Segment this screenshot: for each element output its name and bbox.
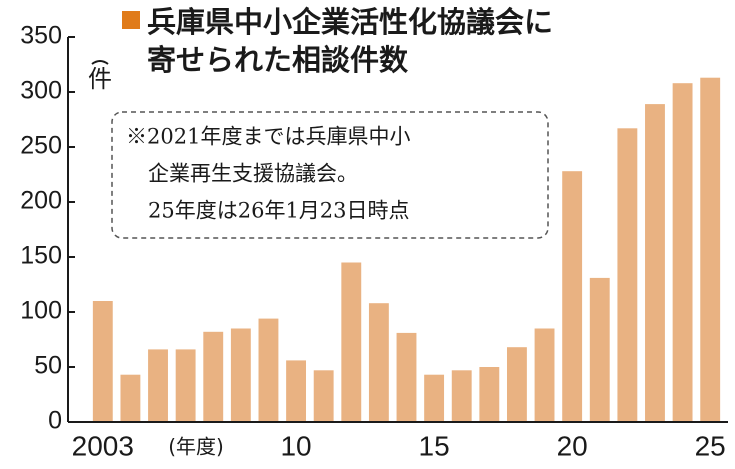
bar bbox=[617, 128, 638, 423]
bar bbox=[506, 347, 527, 422]
bar bbox=[479, 367, 500, 422]
y-tick-label: 100 bbox=[20, 297, 62, 325]
x-tick-label: 10 bbox=[280, 430, 311, 461]
chart-title: 寄せられた相談件数 bbox=[147, 43, 409, 77]
bar bbox=[645, 104, 665, 422]
bar bbox=[258, 318, 279, 422]
y-tick-label: 50 bbox=[34, 352, 62, 380]
bar bbox=[562, 171, 583, 422]
x-tick-label: 2003 bbox=[72, 430, 134, 461]
annotation-box bbox=[111, 111, 549, 239]
bar bbox=[120, 374, 141, 422]
y-tick-label: 300 bbox=[20, 77, 62, 105]
x-tick-label: 25 bbox=[695, 430, 726, 461]
bar bbox=[286, 360, 307, 422]
bar bbox=[424, 374, 445, 422]
bar bbox=[672, 83, 693, 422]
bar bbox=[396, 332, 417, 422]
bar bbox=[230, 328, 251, 422]
bar bbox=[451, 370, 472, 422]
y-axis-unit: 件 bbox=[88, 65, 112, 93]
x-axis-label: (年度) bbox=[168, 435, 224, 459]
annotation-line: 企業再生支援協議会。 bbox=[148, 162, 358, 186]
bar bbox=[203, 331, 224, 422]
bar bbox=[341, 262, 362, 422]
bar bbox=[534, 328, 555, 422]
bar bbox=[700, 77, 721, 422]
bar bbox=[313, 370, 334, 422]
x-tick-label: 20 bbox=[557, 430, 588, 461]
annotation-line: 25年度は26年1月23日時点 bbox=[148, 199, 410, 223]
bar bbox=[368, 303, 389, 422]
bar bbox=[148, 349, 168, 422]
y-tick-label: 350 bbox=[20, 22, 62, 50]
y-tick-label: 250 bbox=[20, 132, 62, 160]
y-tick-label: 0 bbox=[48, 407, 62, 435]
annotation-line: ※2021年度までは兵庫県中小 bbox=[126, 125, 410, 149]
y-tick-label: 150 bbox=[20, 242, 62, 270]
bar bbox=[175, 349, 196, 422]
x-tick-label: 15 bbox=[419, 430, 450, 461]
unit-bracket bbox=[91, 60, 109, 65]
title-marker bbox=[122, 11, 140, 29]
chart-title: 兵庫県中小企業活性化協議会に bbox=[147, 5, 553, 39]
bar bbox=[589, 277, 610, 422]
y-tick-label: 200 bbox=[20, 187, 62, 215]
bar bbox=[92, 301, 113, 422]
